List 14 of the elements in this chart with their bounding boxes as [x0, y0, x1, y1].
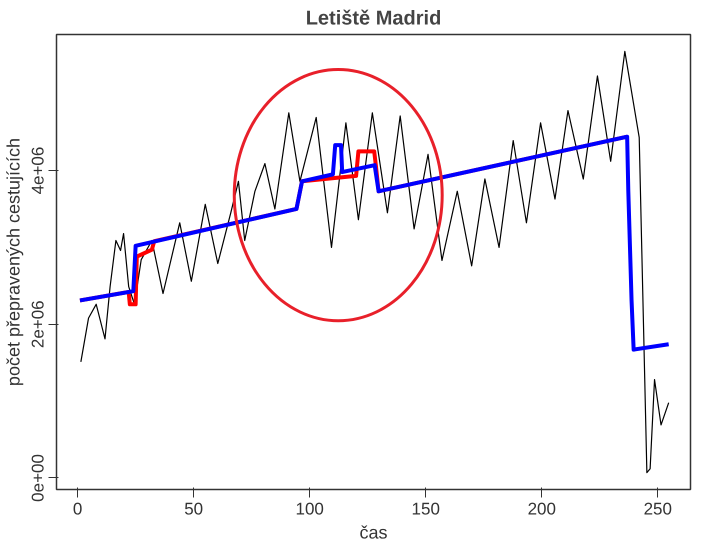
y-axis-title: počet přepravených cestujících: [4, 138, 24, 386]
x-tick-label: 250: [644, 500, 672, 518]
line-series: [80, 50, 670, 474]
y-tick-label: 4e+06: [28, 146, 48, 194]
y-tick-label: 2e+06: [28, 300, 48, 348]
x-tick-label: 200: [528, 500, 556, 518]
x-tick-label: 0: [72, 500, 82, 518]
line-series: [78, 134, 671, 352]
x-tick-label: 100: [296, 500, 324, 518]
x-tick-label: 150: [412, 500, 440, 518]
x-tick-label: 50: [184, 500, 204, 518]
x-axis-title: čas: [359, 522, 388, 542]
y-tick-label: 0e+00: [28, 454, 48, 502]
chart-title: Letiště Madrid: [306, 8, 442, 30]
